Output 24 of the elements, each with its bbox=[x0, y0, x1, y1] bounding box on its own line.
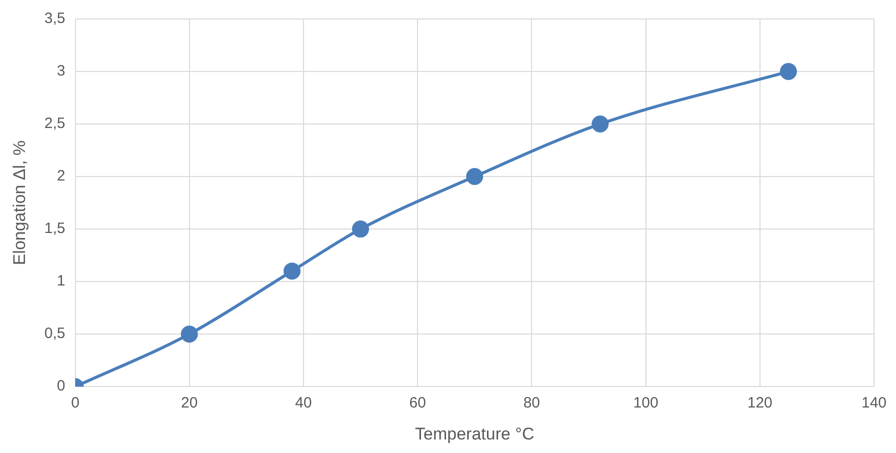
point bbox=[780, 63, 797, 80]
point bbox=[180, 326, 198, 343]
x-tick-label: 60 bbox=[409, 394, 426, 412]
x-tick-label: 0 bbox=[71, 394, 80, 412]
y-tick-label: 1,5 bbox=[44, 220, 66, 238]
y-axis-title: Elongation Δl, % bbox=[10, 140, 29, 266]
x-tick-label: 20 bbox=[181, 394, 198, 412]
point bbox=[284, 262, 301, 280]
x-tick-label: 80 bbox=[523, 394, 540, 412]
y-tick-label: 0,5 bbox=[44, 325, 66, 342]
x-tick-label: 40 bbox=[295, 394, 312, 412]
point bbox=[352, 220, 370, 238]
y-tick-label: 2 bbox=[56, 168, 66, 185]
x-tick-label: 120 bbox=[747, 394, 772, 412]
y-tick-label: 0 bbox=[56, 378, 66, 395]
y-tick-label: 2,5 bbox=[44, 115, 66, 132]
point bbox=[466, 168, 484, 186]
x-tick-label: 100 bbox=[633, 394, 658, 412]
y-tick-label: 1 bbox=[56, 272, 66, 290]
y-tick-label: 3,5 bbox=[44, 10, 66, 28]
y-tick-label: 3 bbox=[56, 62, 66, 80]
x-tick-label: 140 bbox=[861, 394, 887, 412]
point bbox=[592, 116, 609, 133]
x-axis-title: Temperature °C bbox=[415, 424, 534, 444]
